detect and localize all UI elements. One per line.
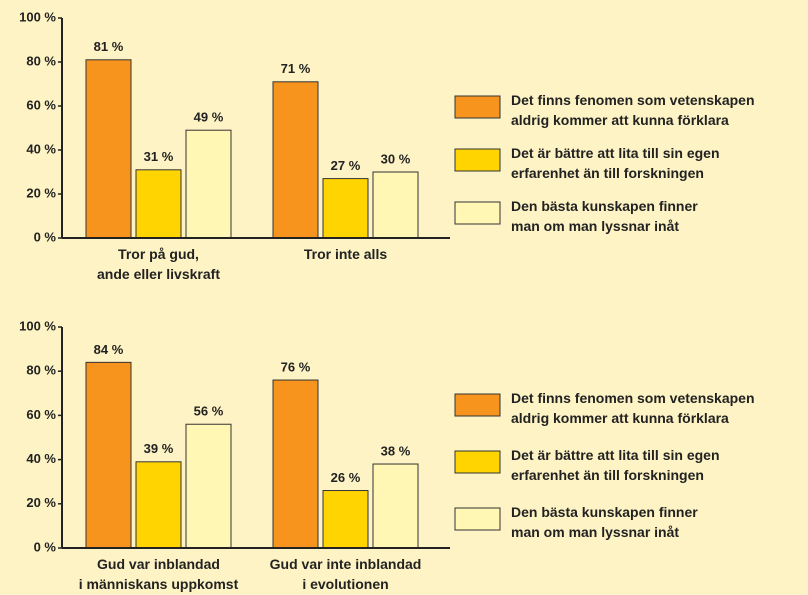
y-tick-label: 20 %: [26, 495, 56, 510]
bar: [372, 463, 419, 549]
bar: [322, 178, 369, 239]
legend-label: Det finns fenomen som vetenskapen aldrig…: [511, 390, 755, 426]
value-label: 81 %: [94, 39, 124, 54]
value-label: 38 %: [381, 443, 411, 458]
legend-label: Den bästa kunskapen finner man om man ly…: [511, 504, 698, 540]
value-label: 71 %: [281, 61, 311, 76]
legend-swatch: [454, 393, 501, 417]
bar: [185, 423, 232, 549]
y-tick-label: 0 %: [34, 539, 57, 554]
value-label: 56 %: [194, 404, 224, 419]
bar: [85, 59, 132, 239]
bar: [135, 169, 182, 239]
legend-label: Det finns fenomen som vetenskapen aldrig…: [511, 92, 755, 128]
bar: [272, 81, 319, 239]
value-label: 84 %: [94, 342, 124, 357]
y-tick-label: 0 %: [34, 229, 57, 244]
bar: [372, 171, 419, 239]
legend-label: Den bästa kunskapen finner man om man ly…: [511, 198, 698, 234]
y-tick-label: 60 %: [26, 407, 56, 422]
value-label: 27 %: [331, 158, 361, 173]
bar: [85, 361, 132, 549]
value-label: 49 %: [194, 110, 224, 125]
x-tick-label: Gud var inte inblandad i evolutionen: [269, 556, 422, 592]
bar: [185, 129, 232, 239]
x-tick-label: Tror inte alls: [303, 246, 388, 262]
y-tick-label: 20 %: [26, 185, 56, 200]
y-tick-label: 60 %: [26, 97, 56, 112]
y-tick-label: 80 %: [26, 363, 56, 378]
value-label: 39 %: [144, 441, 174, 456]
legend-swatch: [454, 201, 501, 225]
x-tick-label: Tror på gud, ande eller livskraft: [97, 246, 220, 282]
value-label: 30 %: [381, 151, 411, 166]
y-tick-label: 100 %: [19, 9, 56, 24]
value-label: 76 %: [281, 359, 311, 374]
legend-swatch: [454, 507, 501, 531]
legend-label: Det är bättre att lita till sin egen erf…: [511, 447, 720, 483]
legend-swatch: [454, 450, 501, 474]
y-tick-label: 40 %: [26, 451, 56, 466]
x-tick-label: Gud var inblandad i människans uppkomst: [78, 556, 239, 592]
legend-swatch: [454, 148, 501, 172]
legend-label: Det är bättre att lita till sin egen erf…: [511, 145, 720, 181]
legend-swatch: [454, 95, 501, 119]
y-tick-label: 40 %: [26, 141, 56, 156]
bar: [135, 461, 182, 549]
bar: [322, 490, 369, 549]
value-label: 26 %: [331, 470, 361, 485]
y-tick-label: 100 %: [19, 318, 56, 333]
bar: [272, 379, 319, 549]
value-label: 31 %: [144, 149, 174, 164]
y-tick-label: 80 %: [26, 53, 56, 68]
